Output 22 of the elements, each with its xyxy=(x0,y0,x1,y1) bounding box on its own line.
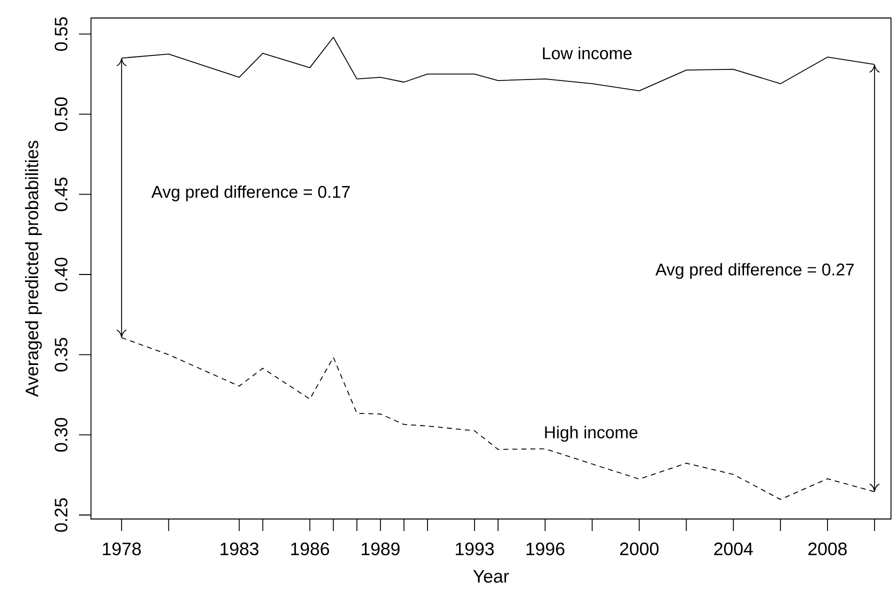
x-tick-label: 1993 xyxy=(456,542,494,556)
x-tick-label: 1983 xyxy=(220,542,258,556)
y-tick-label: 0.40 xyxy=(54,258,68,292)
y-tick-label: 0.45 xyxy=(54,178,68,212)
x-tick-label: 1986 xyxy=(291,542,330,556)
x-tick-label: 2008 xyxy=(808,542,847,556)
y-tick-label: 0.55 xyxy=(54,17,68,51)
y-tick-label: 0.30 xyxy=(54,418,68,452)
annotation: Avg pred difference = 0.27 xyxy=(655,263,854,279)
y-tick-label: 0.25 xyxy=(54,498,68,532)
annotation: Low income xyxy=(543,46,632,60)
y-tick-label: 0.50 xyxy=(54,97,68,131)
x-tick-label: 1989 xyxy=(362,542,400,556)
x-tick-label: 1996 xyxy=(526,542,564,556)
x-tick-label: 2004 xyxy=(714,542,753,556)
annotation: Avg pred difference = 0.17 xyxy=(151,185,350,202)
y-tick-label: 0.35 xyxy=(54,338,68,372)
y-axis-title: Averaged predicted probabilities xyxy=(25,140,42,397)
x-axis-title: Year xyxy=(473,570,509,583)
x-tick-label: 2000 xyxy=(620,542,659,556)
x-tick-label: 1978 xyxy=(102,542,141,556)
annotation: High income xyxy=(545,426,638,442)
